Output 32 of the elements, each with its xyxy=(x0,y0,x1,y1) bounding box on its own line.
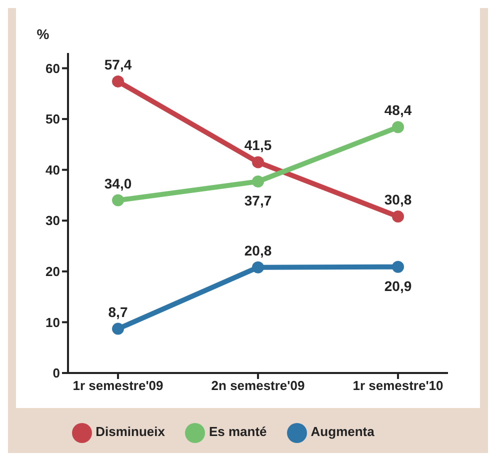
data-label: 37,7 xyxy=(244,192,272,209)
point xyxy=(112,322,124,335)
data-label: 30,8 xyxy=(384,192,412,208)
y-tick-label: 10 xyxy=(46,314,60,330)
point xyxy=(252,176,264,188)
point xyxy=(252,261,264,274)
data-label: 48,4 xyxy=(384,102,412,118)
x-tick-label: 1r semestre'10 xyxy=(352,378,444,394)
data-label: 20,9 xyxy=(384,278,412,294)
x-tick-label: 2n semestre'09 xyxy=(211,378,305,394)
point xyxy=(112,194,124,206)
data-label: 34,0 xyxy=(104,175,132,192)
data-label: 41,5 xyxy=(244,137,272,154)
y-tick-label: 0 xyxy=(52,366,60,381)
legend-label: Disminueix xyxy=(96,424,165,440)
point xyxy=(392,260,404,273)
data-label: 20,8 xyxy=(244,242,272,258)
x-tick-label: 1r semestre'09 xyxy=(72,378,164,394)
data-label: 8,7 xyxy=(108,304,128,320)
y-tick-label: 40 xyxy=(46,162,60,178)
data-label: 57,4 xyxy=(104,56,132,72)
y-tick-label: 60 xyxy=(46,60,60,76)
legend-label: Augmenta xyxy=(310,424,374,440)
point xyxy=(112,75,124,88)
y-tick-label: 20 xyxy=(46,264,60,280)
point xyxy=(392,121,404,134)
y-tick-label: 30 xyxy=(46,213,60,228)
y-axis-title: % xyxy=(36,26,50,42)
point xyxy=(392,210,404,223)
y-tick-label: 50 xyxy=(46,112,60,127)
point xyxy=(252,156,264,168)
legend-label: Es manté xyxy=(208,424,267,440)
